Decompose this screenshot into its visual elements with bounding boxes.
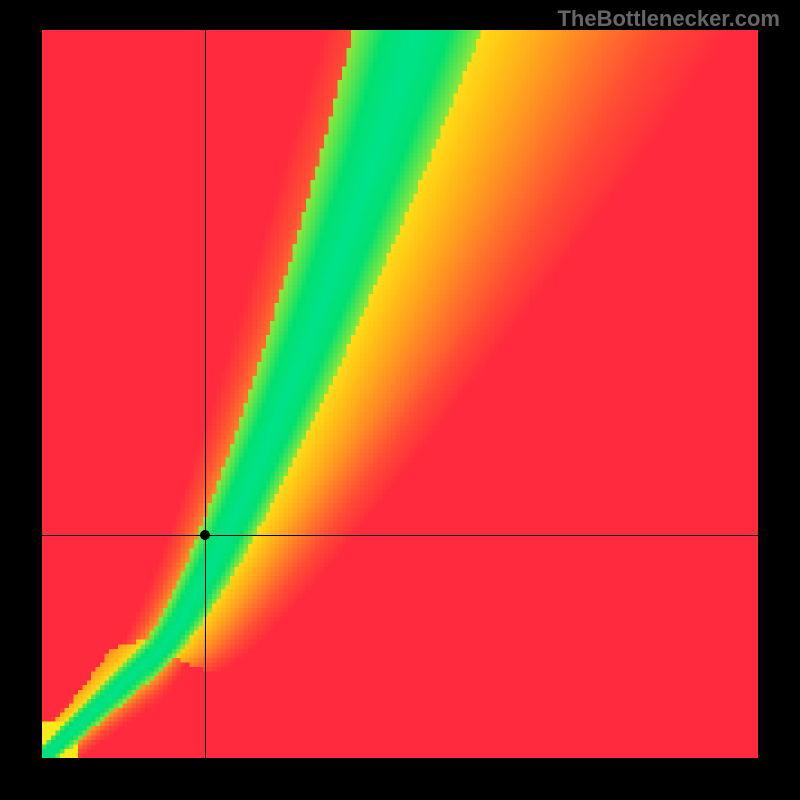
- plot-area: [42, 30, 758, 758]
- crosshair-vertical: [205, 30, 206, 758]
- watermark-text: TheBottlenecker.com: [557, 6, 780, 32]
- crosshair-horizontal: [42, 535, 758, 536]
- crosshair-marker-point: [200, 530, 210, 540]
- heatmap-canvas: [42, 30, 758, 758]
- chart-container: TheBottlenecker.com: [0, 0, 800, 800]
